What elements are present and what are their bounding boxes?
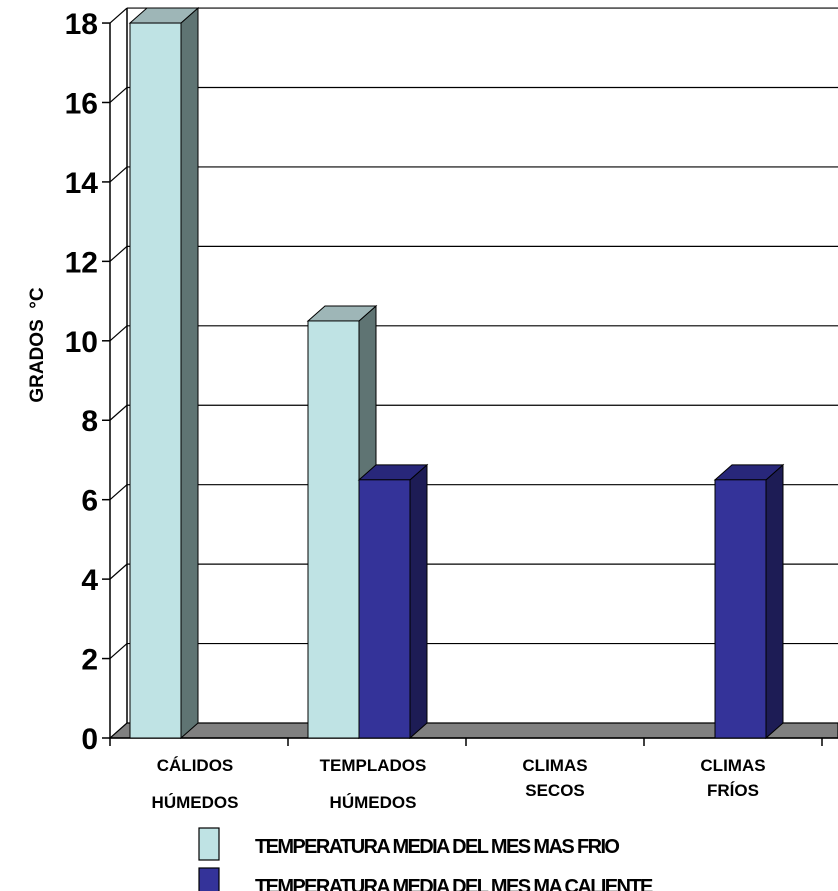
x-category-label: SECOS bbox=[525, 781, 585, 800]
bars bbox=[128, 6, 785, 740]
y-tick-label: 18 bbox=[65, 8, 98, 41]
x-category-label: CÁLIDOS bbox=[157, 756, 234, 775]
gridline-connector bbox=[109, 245, 128, 262]
legend-item: TEMPERATURA MEDIA DEL MES MA CALIENTE bbox=[198, 867, 655, 891]
y-tick-label: 4 bbox=[81, 564, 98, 597]
bar-side bbox=[180, 6, 199, 740]
legend-swatch bbox=[198, 867, 220, 891]
y-tick-label: 8 bbox=[81, 405, 98, 438]
gridline-connector bbox=[109, 484, 128, 501]
x-category-label: HÚMEDOS bbox=[152, 793, 239, 812]
gridline-connector bbox=[109, 563, 128, 580]
legend-label: TEMPERATURA MEDIA DEL MES MA CALIENTE bbox=[255, 876, 653, 891]
bar-side bbox=[765, 463, 784, 740]
y-tick-label: 12 bbox=[65, 246, 98, 279]
gridline-connector bbox=[109, 404, 128, 421]
y-tick-labels: 0 2 4 6 8 10 12 14 16 18 bbox=[65, 8, 99, 756]
y-tick-label: 14 bbox=[65, 167, 99, 200]
gridline-connector bbox=[109, 7, 128, 24]
legend-item: TEMPERATURA MEDIA DEL MES MAS FRIO bbox=[198, 827, 621, 861]
bar-side bbox=[409, 463, 428, 740]
bar bbox=[128, 6, 200, 740]
bar bbox=[357, 463, 429, 740]
bar-front bbox=[129, 22, 182, 739]
bar-front bbox=[358, 479, 411, 739]
legend-label: TEMPERATURA MEDIA DEL MES MAS FRIO bbox=[255, 836, 619, 858]
bar bbox=[713, 463, 785, 740]
bar-front bbox=[714, 479, 767, 739]
y-tick-label: 2 bbox=[81, 644, 98, 677]
gridline-connector bbox=[109, 643, 128, 660]
x-category-label: CLIMAS bbox=[700, 756, 765, 775]
y-tick-label: 10 bbox=[65, 326, 98, 359]
gridline-connector bbox=[109, 87, 128, 103]
y-axis-label: GRADOS °C bbox=[27, 287, 48, 403]
gridline-connector bbox=[109, 166, 128, 183]
grid-lines bbox=[109, 7, 838, 660]
x-category-label: FRÍOS bbox=[707, 781, 759, 800]
x-tick-labels: CÁLIDOS HÚMEDOS TEMPLADOS HÚMEDOS CLIMAS SECO… bbox=[152, 756, 766, 812]
legend: TEMPERATURA MEDIA DEL MES MAS FRIO TEMPER… bbox=[198, 827, 655, 891]
y-tick-label: 0 bbox=[81, 723, 98, 756]
legend-swatch bbox=[198, 827, 220, 861]
x-category-label: CLIMAS bbox=[522, 756, 587, 775]
y-tick-label: 16 bbox=[65, 87, 98, 120]
bar-front bbox=[307, 320, 360, 739]
x-category-label: TEMPLADOS bbox=[320, 756, 427, 775]
x-category-label: HÚMEDOS bbox=[330, 793, 417, 812]
gridline-connector bbox=[109, 325, 128, 342]
y-tick-label: 6 bbox=[81, 485, 98, 518]
